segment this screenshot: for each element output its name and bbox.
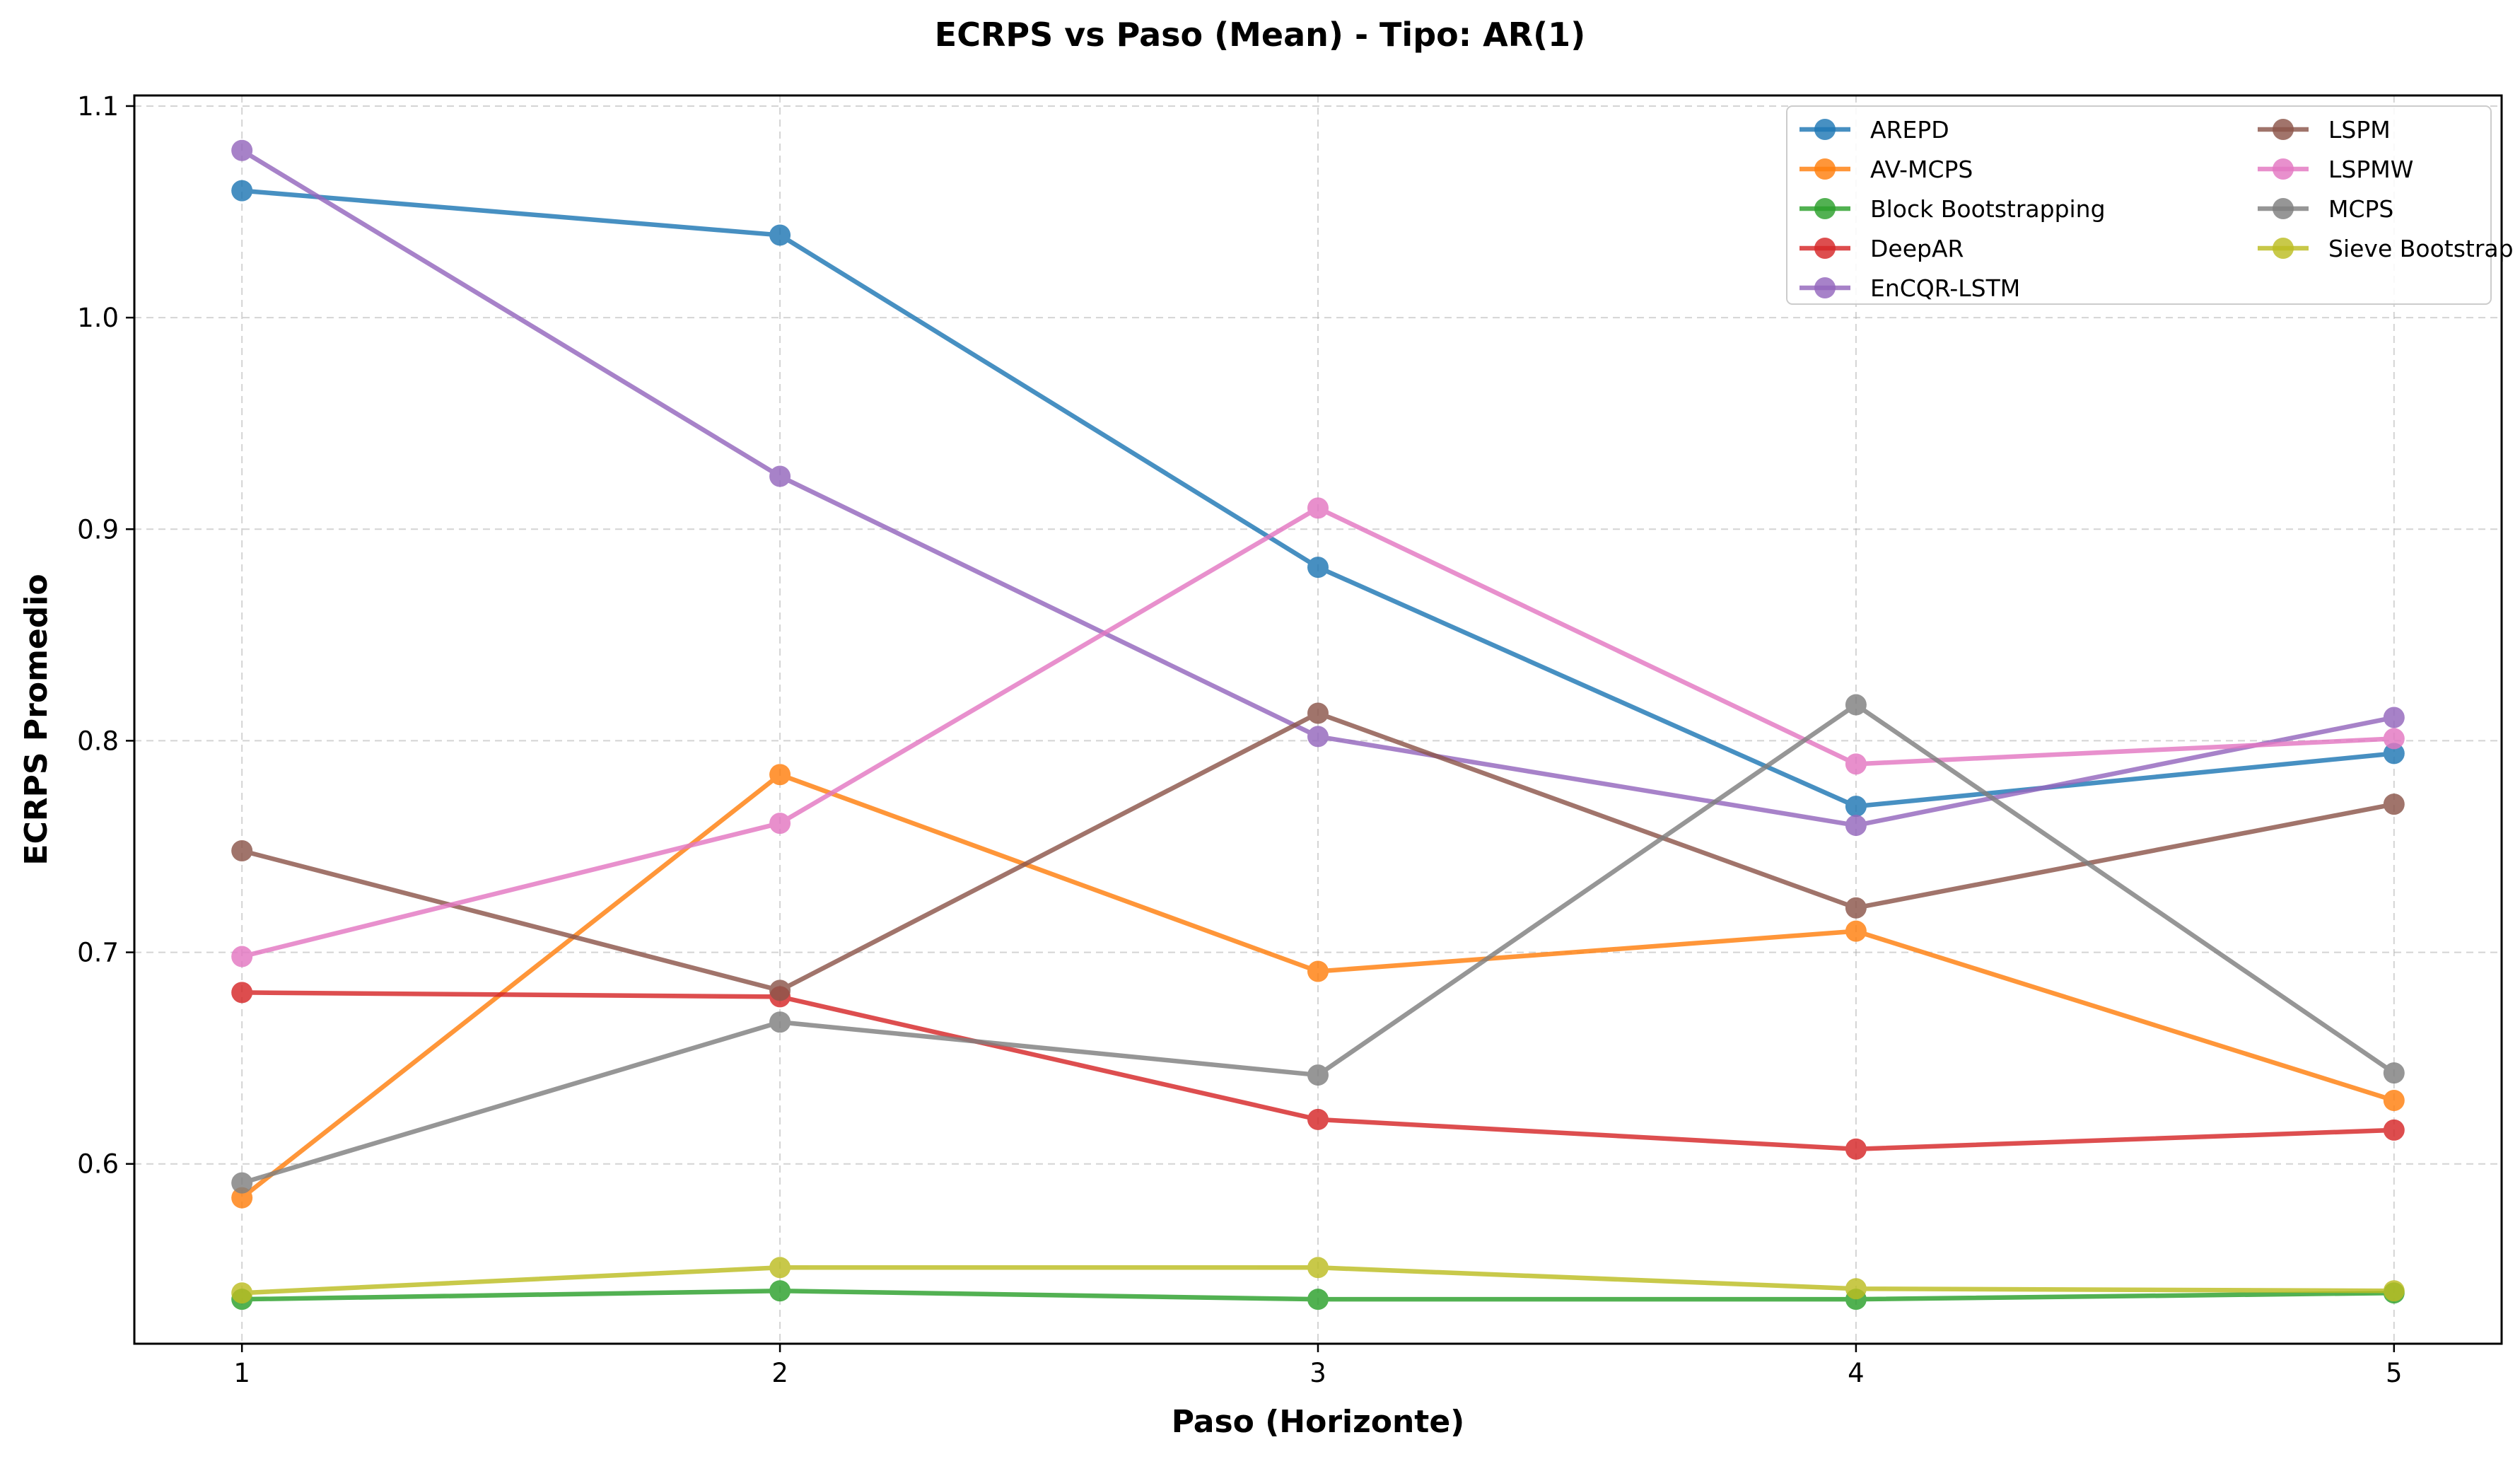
series-block-bootstrapping — [231, 1280, 2405, 1310]
data-point — [769, 1257, 791, 1279]
data-point — [1307, 960, 1329, 982]
data-point — [769, 1011, 791, 1033]
data-point — [1307, 702, 1329, 724]
data-point — [1307, 726, 1329, 748]
data-point — [1845, 753, 1867, 775]
data-point — [1845, 1278, 1867, 1300]
legend-swatch-marker — [1814, 277, 1836, 298]
legend-label: Block Bootstrapping — [1870, 195, 2106, 223]
data-point — [2383, 728, 2405, 750]
y-tick-label: 0.6 — [77, 1149, 119, 1180]
legend-label: Sieve Bootstrap — [2328, 235, 2514, 262]
legend-swatch-marker — [2273, 119, 2294, 140]
y-tick-label: 0.9 — [77, 514, 119, 545]
data-point — [769, 980, 791, 1001]
legend-item: LSPMW — [2258, 156, 2413, 183]
data-point — [769, 465, 791, 487]
legend-label: DeepAR — [1870, 235, 1964, 262]
legend-swatch-marker — [1814, 158, 1836, 180]
legend-item: Block Bootstrapping — [1799, 195, 2106, 223]
legend-label: AREPD — [1870, 116, 1949, 144]
data-point — [1307, 1108, 1329, 1130]
legend-label: MCPS — [2328, 195, 2393, 223]
data-point — [1307, 557, 1329, 579]
legend-item: DeepAR — [1799, 235, 1964, 262]
data-point — [1307, 497, 1329, 519]
series-encqr-lstm — [231, 139, 2405, 837]
legend-swatch-marker — [2273, 198, 2294, 219]
series-mcps — [231, 694, 2405, 1194]
x-tick-label: 4 — [1848, 1358, 1865, 1388]
data-point — [769, 813, 791, 835]
series-lspm — [231, 702, 2405, 1001]
legend-swatch-marker — [2273, 158, 2294, 180]
legend-item: LSPM — [2258, 116, 2391, 144]
series-layer — [231, 139, 2405, 1310]
data-point — [769, 224, 791, 246]
y-tick-label: 1.1 — [77, 91, 119, 122]
data-point — [1845, 815, 1867, 837]
data-point — [231, 180, 253, 202]
legend-swatch-marker — [1814, 119, 1836, 140]
legend-swatch-marker — [1814, 198, 1836, 219]
data-point — [1307, 1257, 1329, 1279]
x-tick-label: 3 — [1309, 1358, 1326, 1388]
data-point — [2383, 707, 2405, 728]
data-point — [1845, 897, 1867, 919]
legend-item: AREPD — [1799, 116, 1949, 144]
data-point — [231, 139, 253, 161]
x-axis-label: Paso (Horizonte) — [1172, 1404, 1465, 1440]
data-point — [1845, 796, 1867, 818]
x-tick-label: 1 — [233, 1358, 250, 1388]
y-tick-label: 0.7 — [77, 938, 119, 968]
legend: AREPD AV-MCPS Block Bootstrapping DeepAR EnC… — [1786, 105, 2514, 305]
legend-label: LSPMW — [2328, 156, 2413, 183]
legend-label: LSPM — [2328, 116, 2391, 144]
legend-label: EnCQR-LSTM — [1870, 274, 2020, 302]
data-point — [769, 1280, 791, 1302]
legend-item: EnCQR-LSTM — [1799, 274, 2020, 302]
data-point — [2383, 794, 2405, 815]
data-point — [1307, 1289, 1329, 1310]
data-point — [2383, 1062, 2405, 1084]
data-point — [1845, 920, 1867, 942]
data-point — [2383, 743, 2405, 765]
data-point — [231, 982, 253, 1004]
legend-swatch-marker — [1814, 238, 1836, 259]
y-axis-label: ECRPS Promedio — [18, 574, 54, 865]
legend-label: AV-MCPS — [1870, 156, 1973, 183]
chart-title: ECRPS vs Paso (Mean) - Tipo: AR(1) — [934, 16, 1586, 54]
data-point — [1307, 1064, 1329, 1086]
data-point — [1845, 1138, 1867, 1160]
data-point — [2383, 1089, 2405, 1111]
data-point — [231, 1187, 253, 1209]
x-tick-label: 5 — [2386, 1358, 2403, 1388]
legend-swatch-marker — [2273, 238, 2294, 259]
legend-item: Sieve Bootstrap — [2258, 235, 2514, 262]
data-point — [769, 764, 791, 786]
axis-ticks: 1 2 3 4 5 0.6 0.7 0.8 0.9 1.0 1.1 — [77, 91, 2402, 1388]
y-tick-label: 1.0 — [77, 303, 119, 333]
data-point — [231, 1172, 253, 1194]
y-tick-label: 0.8 — [77, 726, 119, 756]
data-point — [2383, 1280, 2405, 1302]
legend-item: MCPS — [2258, 195, 2393, 223]
series-lspmw — [231, 497, 2405, 967]
x-tick-label: 2 — [771, 1358, 788, 1388]
series-sieve-bootstrap — [231, 1257, 2405, 1304]
data-point — [231, 1282, 253, 1304]
legend-item: AV-MCPS — [1799, 156, 1973, 183]
data-point — [231, 946, 253, 967]
data-point — [1845, 694, 1867, 716]
legend-frame — [1786, 105, 2492, 305]
data-point — [231, 839, 253, 861]
series-av-mcps — [231, 764, 2405, 1209]
data-point — [2383, 1119, 2405, 1141]
